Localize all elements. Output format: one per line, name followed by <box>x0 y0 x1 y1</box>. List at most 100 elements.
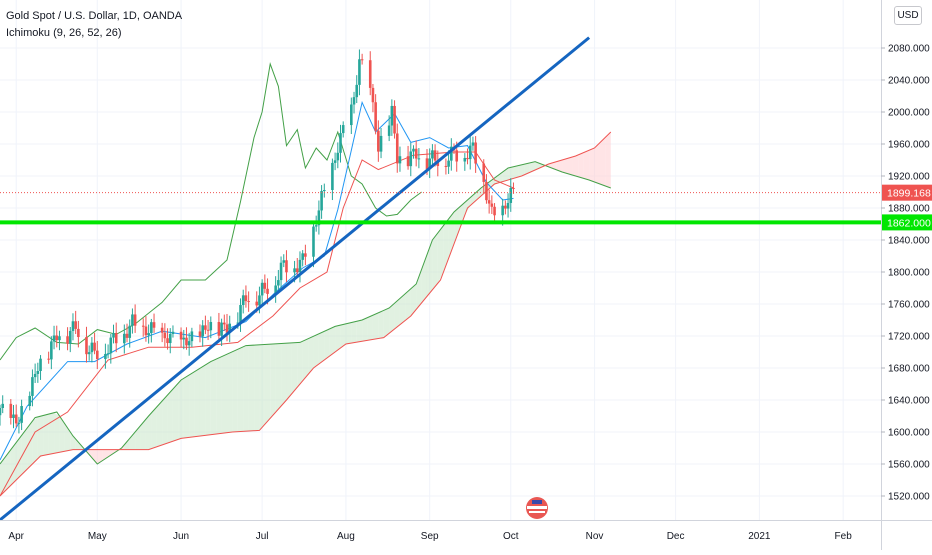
y-tick-label: 1520.000 <box>888 492 930 503</box>
cloud-segment <box>281 343 287 407</box>
candle-body <box>387 125 391 136</box>
cloud-segment <box>302 338 309 381</box>
candle-body <box>312 226 315 257</box>
candle-body <box>244 295 248 302</box>
cloud-segment <box>59 416 65 453</box>
candle-body <box>114 332 118 344</box>
candle-body <box>355 84 359 98</box>
candle-body <box>85 337 88 355</box>
cloud-segment <box>167 389 173 444</box>
candle-body <box>198 331 202 337</box>
cloud-segment <box>605 132 611 188</box>
candle-body <box>95 350 99 360</box>
price-lines <box>0 36 881 522</box>
candle-body <box>414 148 418 159</box>
candle-body <box>352 97 356 105</box>
cloud-segment <box>189 371 195 438</box>
candle-body <box>322 190 326 192</box>
cloud-segment <box>145 413 152 450</box>
y-tick-label: 1640.000 <box>888 396 930 407</box>
candle-body <box>217 321 221 336</box>
candle-body <box>336 152 340 161</box>
support-price-badge-label: 1862.000 <box>887 217 931 229</box>
candle-body <box>144 326 148 336</box>
cloud-segment <box>194 368 200 437</box>
candle-body <box>450 146 453 161</box>
candle-body <box>371 87 375 103</box>
x-tick-label: Jun <box>173 531 189 542</box>
cloud-segment <box>475 188 482 201</box>
cloud-segment <box>426 240 433 297</box>
cloud-segment <box>470 192 476 206</box>
x-tick-label: Nov <box>586 531 604 542</box>
candle-body <box>228 323 232 333</box>
candle-body <box>350 104 353 126</box>
cloud-segment <box>16 435 22 480</box>
cloud-segment <box>351 321 357 344</box>
cloud-segment <box>286 342 292 400</box>
candle-body <box>66 336 69 344</box>
candle-body <box>398 156 402 164</box>
cloud-segment <box>32 416 38 464</box>
candle-body <box>58 336 61 341</box>
cloud-segment <box>356 320 363 343</box>
cloud-segment <box>124 438 130 450</box>
candle-body <box>377 130 380 152</box>
cloud-segment <box>108 449 114 457</box>
currency-button[interactable]: USD <box>894 6 922 25</box>
candle-body <box>368 60 372 88</box>
current-price-badge-label: 1899.168 <box>887 188 931 200</box>
candle-body <box>166 338 169 344</box>
candle-body <box>68 330 72 344</box>
y-tick-label: 1600.000 <box>888 428 930 439</box>
cloud-segment <box>275 343 282 413</box>
candle-body <box>225 324 229 333</box>
cloud-segment <box>524 162 530 175</box>
candle-body <box>190 331 194 342</box>
x-tick-label: May <box>88 531 107 542</box>
cloud-segment <box>443 219 449 273</box>
candle-body <box>17 422 21 424</box>
candle-body <box>471 142 475 146</box>
cloud-segment <box>216 356 222 435</box>
candle-body <box>412 148 415 152</box>
y-tick-label: 1560.000 <box>888 460 930 471</box>
cloud-segment <box>199 364 206 437</box>
candle-body <box>263 282 267 289</box>
candle-body <box>71 321 75 331</box>
cloud-segment <box>43 414 49 456</box>
candle-body <box>433 150 437 161</box>
candle-body <box>358 59 361 85</box>
cloud-segment <box>589 148 595 182</box>
cloud-segment <box>162 395 168 445</box>
senkou-span-a-line <box>0 161 611 465</box>
candle-body <box>295 268 299 273</box>
y-tick-label: 1960.000 <box>888 140 930 151</box>
indicator-label: Ichimoku (9, 26, 52, 26) <box>6 27 122 39</box>
candle-body <box>160 327 164 333</box>
chikou-span-line <box>0 62 422 361</box>
candle-body <box>112 332 115 338</box>
x-tick-label: Jul <box>256 531 269 542</box>
candle-body <box>179 331 183 340</box>
candle-body <box>14 414 18 424</box>
candle-body <box>444 165 448 167</box>
cloud-segment <box>399 293 406 325</box>
cloud-segment <box>97 449 103 464</box>
cloud-segment <box>227 351 233 433</box>
candle-body <box>55 335 59 341</box>
candle-body <box>447 160 450 167</box>
candle-body <box>333 160 337 163</box>
cloud-segment <box>340 323 346 348</box>
cloud-segment <box>151 407 157 449</box>
candle-body <box>87 352 91 355</box>
candle-body <box>93 342 96 351</box>
candle-body <box>506 202 510 209</box>
candle-body <box>493 206 496 216</box>
candle-body <box>490 203 494 207</box>
cloud-segment <box>210 359 217 435</box>
candle-body <box>260 282 264 296</box>
cloud-segment <box>259 344 265 431</box>
